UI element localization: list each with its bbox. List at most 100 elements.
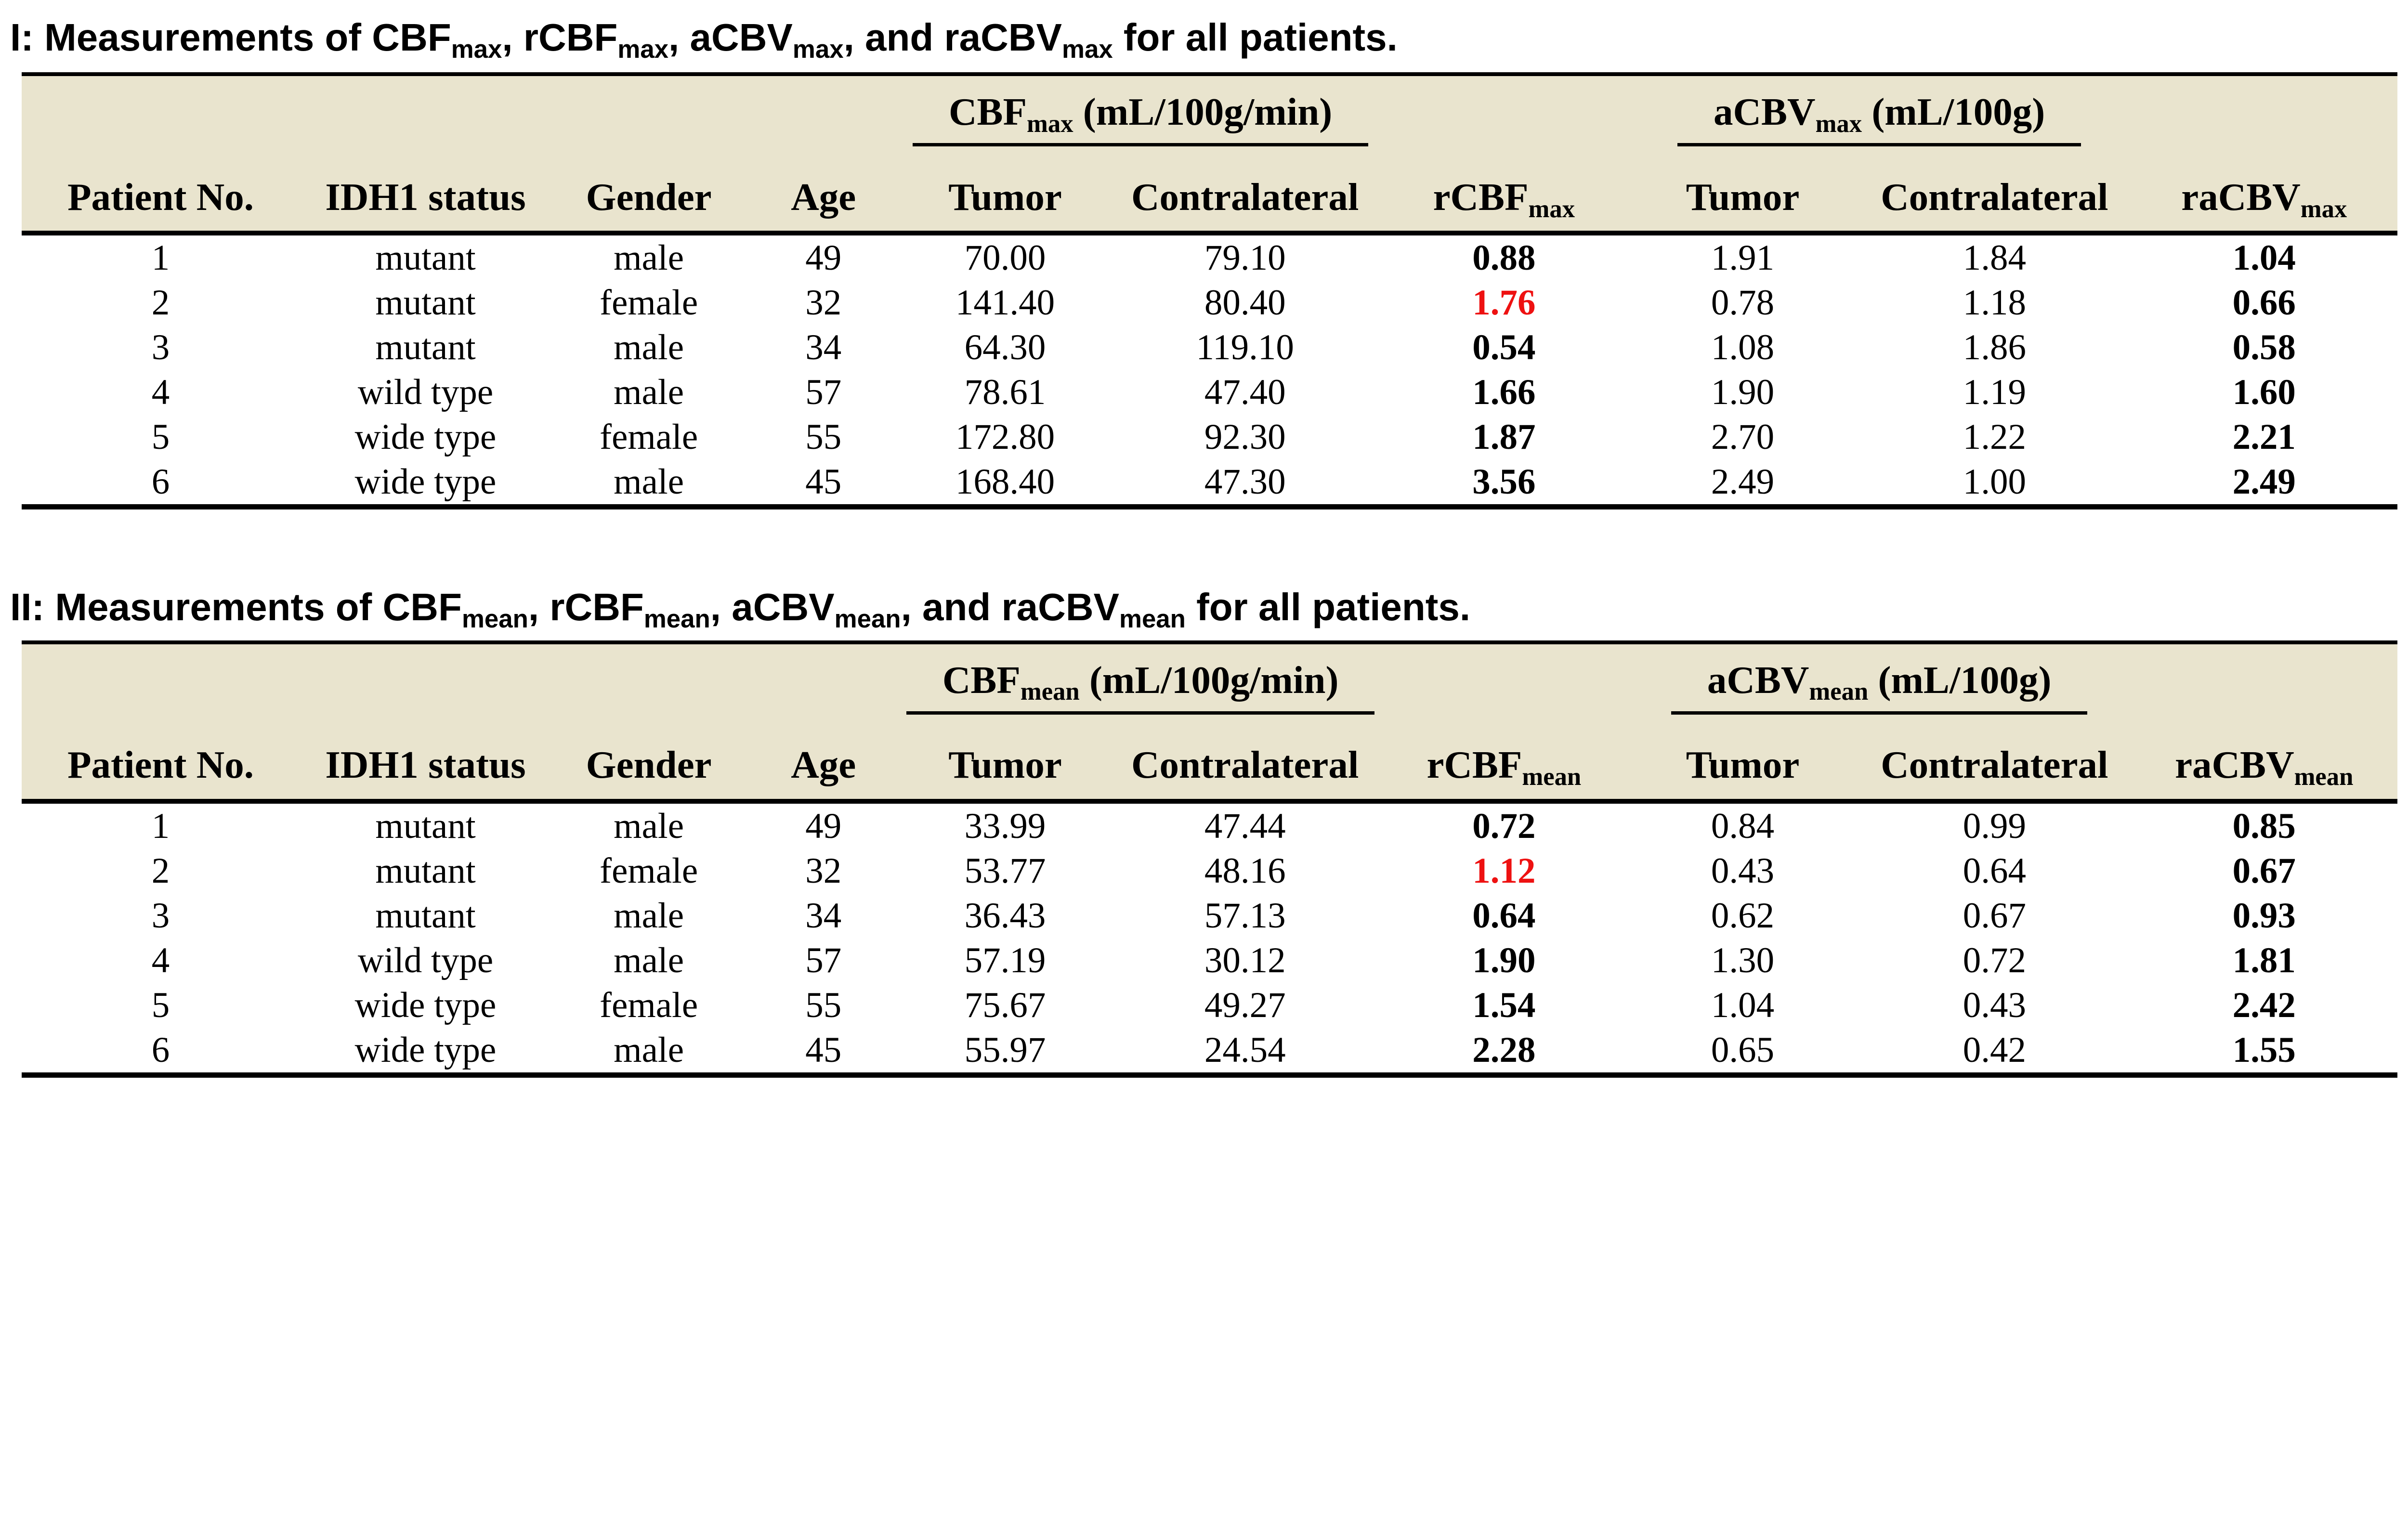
cell-racbv: 0.66 <box>2232 283 2296 323</box>
cell-acbv-contralateral: 0.43 <box>1963 985 2026 1025</box>
column-header-idh1-status: IDH1 status <box>300 724 551 804</box>
cell-acbv-tumor: 0.78 <box>1711 283 1775 323</box>
cell-acbv-tumor: 1.04 <box>1711 985 1775 1025</box>
cell-idh1-status: mutant <box>375 238 476 278</box>
cell-idh1-status: wide type <box>354 462 497 502</box>
document-page: I: Measurements of CBFmax, rCBFmax, aCBV… <box>0 13 2408 1078</box>
cell-rcbf: 2.28 <box>1472 1030 1536 1070</box>
cell-cbf-tumor: 36.43 <box>964 895 1046 936</box>
cell-gender: male <box>614 462 684 502</box>
cell-gender: female <box>600 417 698 457</box>
cell-patient-no: 6 <box>151 1030 170 1070</box>
column-header-racbv: raCBVmean <box>2131 724 2397 804</box>
cell-idh1-status: mutant <box>375 806 476 846</box>
cell-racbv: 2.49 <box>2232 462 2296 502</box>
cell-rcbf: 0.64 <box>1472 895 1536 936</box>
cell-rcbf: 1.12 <box>1472 850 1536 891</box>
cell-cbf-tumor: 33.99 <box>964 806 1046 846</box>
group-header-acbv: aCBVmean (mL/100g) <box>1627 642 2131 724</box>
cell-patient-no: 1 <box>151 806 170 846</box>
cell-acbv-contralateral: 0.99 <box>1963 806 2026 846</box>
table-row: 3 mutant male 34 36.43 57.13 0.64 0.62 0.67 0.93 <box>22 893 2397 938</box>
column-header-row: Patient No. IDH1 status Gender Age Tumor… <box>22 724 2397 804</box>
cell-gender: male <box>614 327 684 367</box>
cell-rcbf: 1.90 <box>1472 940 1536 980</box>
table-section-mean: II: Measurements of CBFmean, rCBFmean, a… <box>0 583 2408 1078</box>
cell-gender: female <box>600 283 698 323</box>
cell-rcbf: 1.87 <box>1472 417 1536 457</box>
cell-acbv-tumor: 2.49 <box>1711 462 1775 502</box>
measurements-table-mean: CBFmean (mL/100g/min) aCBVmean (mL/100g)… <box>22 640 2397 1078</box>
cell-cbf-contralateral: 80.40 <box>1204 283 1286 323</box>
cell-acbv-contralateral: 0.42 <box>1963 1030 2026 1070</box>
table-row: 3 mutant male 34 64.30 119.10 0.54 1.08 1.86 0.58 <box>22 325 2397 370</box>
table-row: 5 wide type female 55 172.80 92.30 1.87 2.70 1.2… <box>22 415 2397 459</box>
cell-cbf-contralateral: 49.27 <box>1204 985 1286 1025</box>
cell-rcbf: 1.66 <box>1472 372 1536 412</box>
cell-cbf-contralateral: 47.44 <box>1204 806 1286 846</box>
cell-age: 32 <box>805 850 842 891</box>
cell-age: 57 <box>805 940 842 980</box>
cell-racbv: 1.60 <box>2232 372 2296 412</box>
cell-acbv-tumor: 0.62 <box>1711 895 1775 936</box>
column-header-rcbf: rCBFmean <box>1380 724 1628 804</box>
cell-racbv: 2.42 <box>2232 985 2296 1025</box>
cell-patient-no: 2 <box>151 283 170 323</box>
table-row: 6 wide type male 45 55.97 24.54 2.28 0.65 0.42 1.… <box>22 1028 2397 1075</box>
table-row: 4 wild type male 57 57.19 30.12 1.90 1.30 0.72 1.… <box>22 938 2397 983</box>
column-header-acbv-tumor: Tumor <box>1627 156 1858 235</box>
cell-racbv: 0.67 <box>2232 850 2296 891</box>
cell-cbf-contralateral: 47.40 <box>1204 372 1286 412</box>
cell-cbf-tumor: 78.61 <box>964 372 1046 412</box>
cell-cbf-tumor: 57.19 <box>964 940 1046 980</box>
group-header-cbf: CBFmax (mL/100g/min) <box>901 74 1380 156</box>
table-section-max: I: Measurements of CBFmax, rCBFmax, aCBV… <box>0 13 2408 509</box>
cell-racbv: 1.55 <box>2232 1030 2296 1070</box>
cell-patient-no: 1 <box>151 238 170 278</box>
cell-racbv: 1.81 <box>2232 940 2296 980</box>
column-header-patient-no: Patient No. <box>22 156 300 235</box>
cell-cbf-tumor: 53.77 <box>964 850 1046 891</box>
cell-acbv-contralateral: 0.72 <box>1963 940 2026 980</box>
cell-acbv-tumor: 1.91 <box>1711 238 1775 278</box>
cell-idh1-status: wild type <box>357 372 494 412</box>
cell-age: 45 <box>805 462 842 502</box>
group-header-cbf-label: CBFmean (mL/100g/min) <box>906 658 1375 715</box>
cell-idh1-status: wide type <box>354 417 497 457</box>
table-row: 2 mutant female 32 53.77 48.16 1.12 0.43 0.64 0.6… <box>22 848 2397 893</box>
table-row: 4 wild type male 57 78.61 47.40 1.66 1.90 1.19 1.… <box>22 370 2397 415</box>
cell-patient-no: 4 <box>151 940 170 980</box>
column-header-rcbf: rCBFmax <box>1380 156 1628 235</box>
group-spacer <box>2131 642 2397 724</box>
table-body-mean: 1 mutant male 49 33.99 47.44 0.72 0.84 0.99 0.85 2… <box>22 801 2397 1075</box>
table-title-max: I: Measurements of CBFmax, rCBFmax, aCBV… <box>10 15 1398 64</box>
table-row: 2 mutant female 32 141.40 80.40 1.76 0.78 1.18 0.… <box>22 280 2397 325</box>
cell-racbv: 0.85 <box>2232 806 2296 846</box>
cell-acbv-contralateral: 0.67 <box>1963 895 2026 936</box>
cell-rcbf: 0.54 <box>1472 327 1536 367</box>
cell-gender: male <box>614 372 684 412</box>
cell-cbf-contralateral: 79.10 <box>1204 238 1286 278</box>
cell-idh1-status: mutant <box>375 895 476 936</box>
cell-idh1-status: wild type <box>357 940 494 980</box>
group-header-cbf: CBFmean (mL/100g/min) <box>901 642 1380 724</box>
cell-acbv-tumor: 1.30 <box>1711 940 1775 980</box>
cell-rcbf: 1.54 <box>1472 985 1536 1025</box>
cell-idh1-status: mutant <box>375 850 476 891</box>
table-header-mean: CBFmean (mL/100g/min) aCBVmean (mL/100g)… <box>22 642 2397 804</box>
group-header-acbv: aCBVmax (mL/100g) <box>1627 74 2131 156</box>
cell-racbv: 2.21 <box>2232 417 2296 457</box>
group-header-acbv-label: aCBVmax (mL/100g) <box>1677 90 2081 147</box>
cell-gender: male <box>614 940 684 980</box>
cell-cbf-contralateral: 30.12 <box>1204 940 1286 980</box>
group-spacer <box>22 642 901 724</box>
cell-age: 49 <box>805 806 842 846</box>
cell-patient-no: 5 <box>151 417 170 457</box>
column-header-racbv: raCBVmax <box>2131 156 2397 235</box>
cell-acbv-contralateral: 1.00 <box>1963 462 2026 502</box>
group-header-cbf-label: CBFmax (mL/100g/min) <box>913 90 1369 147</box>
cell-cbf-tumor: 141.40 <box>955 283 1055 323</box>
table-row: 5 wide type female 55 75.67 49.27 1.54 1.04 0.43… <box>22 983 2397 1028</box>
table-row: 6 wide type male 45 168.40 47.30 3.56 2.49 1.00 2… <box>22 459 2397 507</box>
cell-age: 34 <box>805 327 842 367</box>
